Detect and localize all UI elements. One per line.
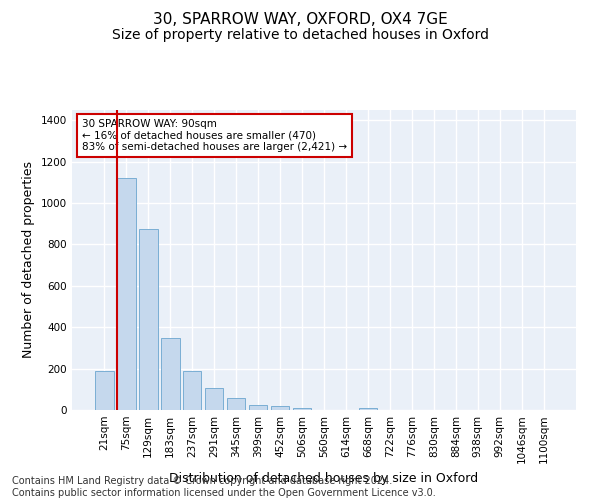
Bar [205, 388, 223, 410]
Bar [183, 370, 202, 410]
Bar [139, 229, 158, 410]
Text: 30 SPARROW WAY: 90sqm
← 16% of detached houses are smaller (470)
83% of semi-det: 30 SPARROW WAY: 90sqm ← 16% of detached … [82, 119, 347, 152]
Text: 30, SPARROW WAY, OXFORD, OX4 7GE: 30, SPARROW WAY, OXFORD, OX4 7GE [152, 12, 448, 28]
X-axis label: Distribution of detached houses by size in Oxford: Distribution of detached houses by size … [169, 472, 479, 485]
Bar [271, 406, 289, 410]
Bar [161, 338, 179, 410]
Bar [359, 408, 377, 410]
Text: Contains HM Land Registry data © Crown copyright and database right 2024.
Contai: Contains HM Land Registry data © Crown c… [12, 476, 436, 498]
Bar [227, 398, 245, 410]
Bar [117, 178, 136, 410]
Bar [249, 406, 268, 410]
Bar [293, 408, 311, 410]
Y-axis label: Number of detached properties: Number of detached properties [22, 162, 35, 358]
Text: Size of property relative to detached houses in Oxford: Size of property relative to detached ho… [112, 28, 488, 42]
Bar [95, 370, 113, 410]
